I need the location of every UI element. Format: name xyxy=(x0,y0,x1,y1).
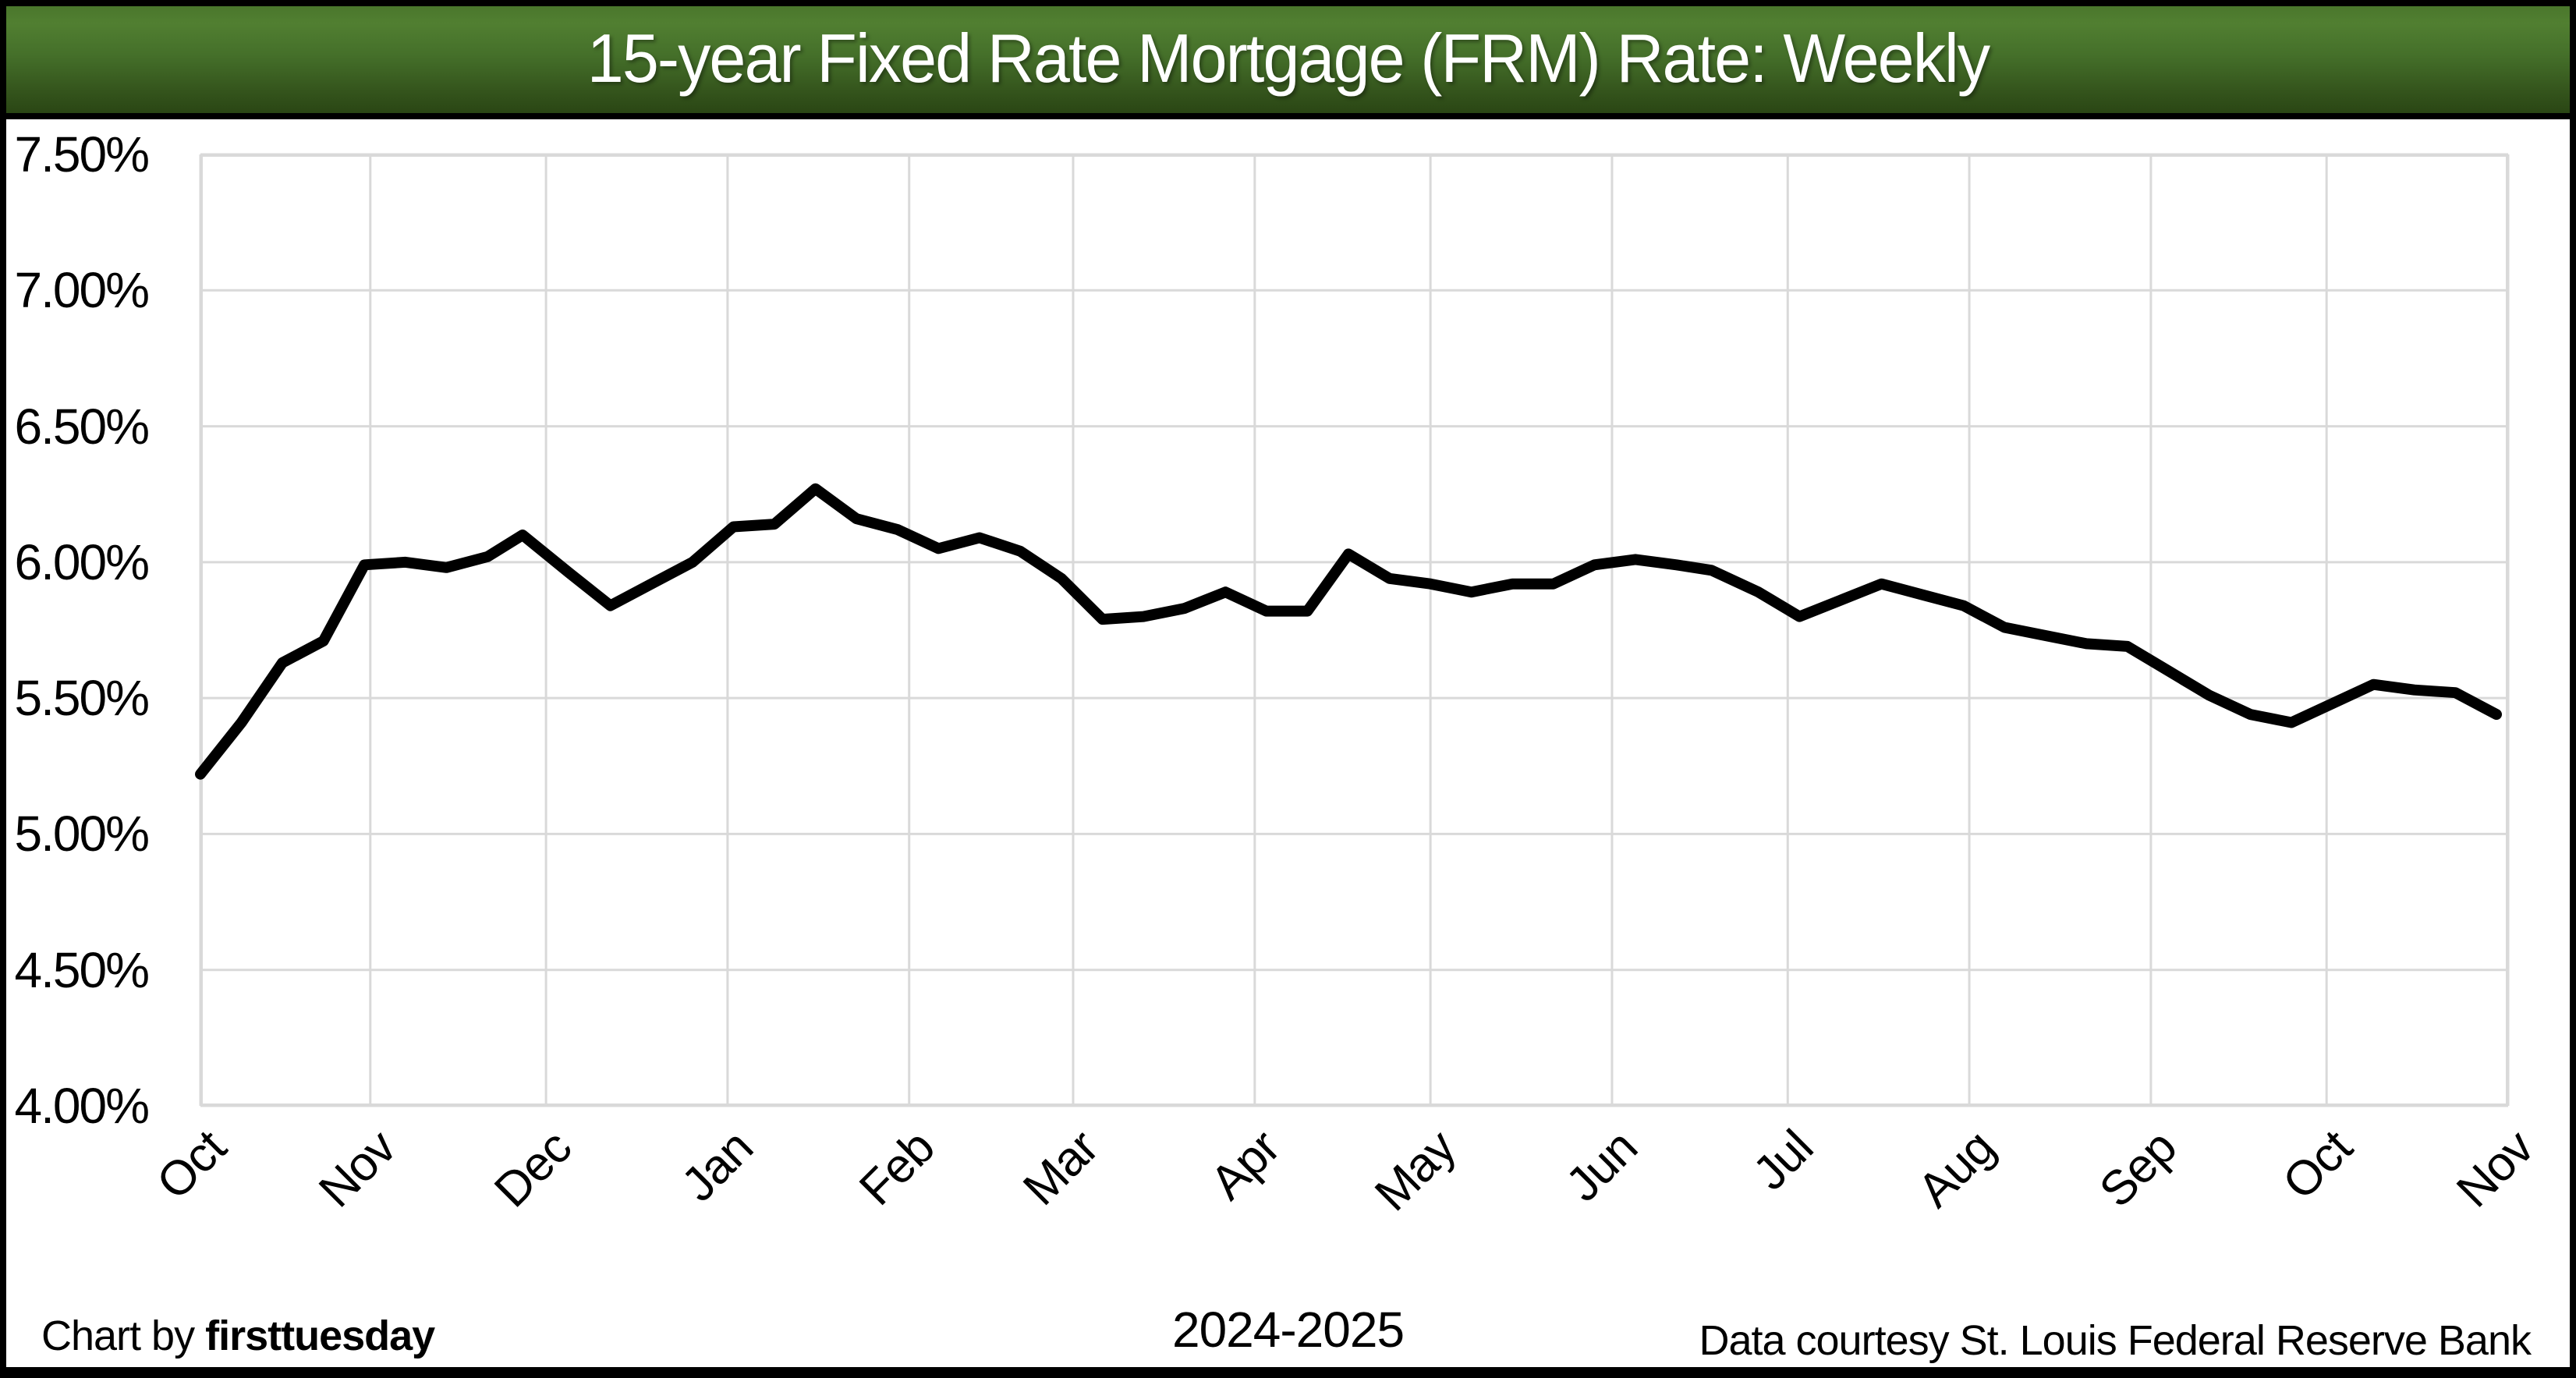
footer-credit: Chart by firsttuesday xyxy=(41,1312,435,1360)
x-axis-tick-label: Nov xyxy=(308,1120,406,1218)
x-axis-tick-label: Nov xyxy=(2446,1120,2544,1218)
x-axis-tick-label: Dec xyxy=(484,1120,582,1218)
y-axis-tick-label: 4.50% xyxy=(14,941,150,998)
x-axis-tick-label: Sep xyxy=(2089,1120,2187,1218)
x-axis-tick-label: Oct xyxy=(2272,1120,2362,1210)
x-axis-tick-label: Feb xyxy=(849,1120,945,1216)
x-axis-tick-label: Jul xyxy=(1743,1120,1823,1201)
y-axis-tick-label: 5.00% xyxy=(14,806,150,863)
footer-credit-brand: firsttuesday xyxy=(205,1312,435,1359)
y-axis-tick-label: 7.50% xyxy=(14,126,150,182)
frm-rate-line xyxy=(195,483,2502,780)
y-axis-tick-label: 5.50% xyxy=(14,670,150,727)
x-axis-tick-label: Mar xyxy=(1013,1120,1109,1216)
y-axis-tick-label: 6.00% xyxy=(14,533,150,590)
x-axis-tick-label: May xyxy=(1365,1120,1466,1222)
x-axis-tick-label: Apr xyxy=(1200,1120,1291,1210)
x-axis-tick-label: Oct xyxy=(146,1120,236,1210)
x-axis-tick-label: Jun xyxy=(1556,1120,1648,1213)
y-axis-tick-label: 4.00% xyxy=(14,1078,150,1134)
y-axis-tick-label: 6.50% xyxy=(14,398,150,455)
x-axis-tick-label: Aug xyxy=(1907,1120,2005,1218)
x-axis-tick-label: Jan xyxy=(671,1120,764,1213)
title-banner: 15-year Fixed Rate Mortgage (FRM) Rate: … xyxy=(6,6,2570,119)
plot-border xyxy=(200,154,2508,1106)
plot-area xyxy=(195,153,2510,1107)
y-axis-tick-label: 7.00% xyxy=(14,262,150,319)
chart-title: 15-year Fixed Rate Mortgage (FRM) Rate: … xyxy=(586,19,1990,97)
footer-period: 2024-2025 xyxy=(1171,1302,1405,1358)
footer-credit-prefix: Chart by xyxy=(41,1312,206,1359)
footer-source: Data courtesy St. Louis Federal Reserve … xyxy=(1699,1317,2532,1364)
